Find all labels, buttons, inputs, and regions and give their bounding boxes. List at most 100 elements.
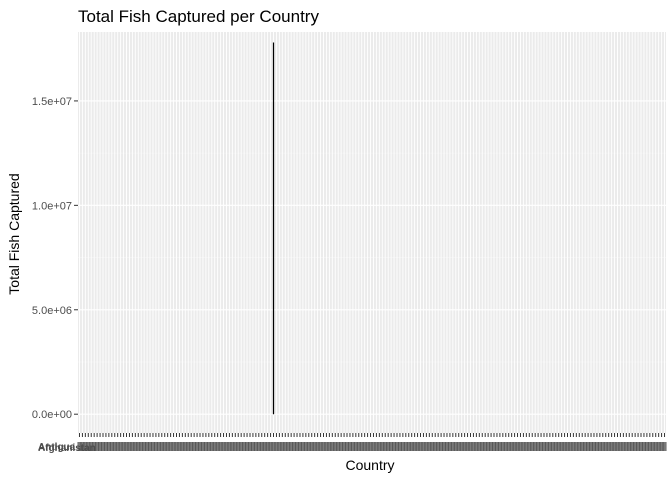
x-tick-label-overlap: [250, 442, 255, 451]
x-tick-label-overlap: [309, 442, 314, 451]
x-tick-label-overlap: [303, 442, 308, 451]
x-tick-label-overlap: [389, 442, 394, 451]
x-tick-label-overlap: [486, 442, 491, 451]
x-tick-label-overlap: [344, 442, 350, 451]
x-tick-label-overlap: [630, 442, 635, 451]
x-tick-label-overlap: [465, 442, 470, 451]
x-tick-label-overlap: [274, 442, 279, 451]
x-tick-label-overlap: [383, 442, 388, 451]
x-tick-label-overlap: [339, 442, 344, 451]
x-tick-label-overlap: [283, 442, 288, 451]
x-tick-label-overlap: [115, 442, 120, 451]
x-tick-label-overlap: [427, 442, 432, 451]
x-tick-label-overlap: [374, 442, 379, 451]
x-tick-label-overlap: [662, 442, 667, 451]
x-tick-label-overlap: [462, 442, 467, 451]
x-tick-label-overlap: [368, 442, 373, 451]
x-tick-label-overlap: [644, 442, 649, 451]
x-tick-label-overlap: [171, 442, 176, 451]
x-tick-label-overlap: [318, 442, 323, 451]
x-tick-label-overlap: [256, 442, 261, 451]
x-tick-label-overlap: [236, 442, 241, 451]
x-tick-label-overlap: [342, 442, 347, 451]
x-tick-label-overlap: [147, 442, 153, 451]
x-tick-label-overlap: [289, 442, 294, 451]
x-tick-label-overlap: [480, 442, 485, 451]
x-tick-label-overlap: [315, 442, 320, 451]
x-tick-label-overlap: [350, 442, 355, 451]
x-tick-label-overlap: [489, 442, 494, 451]
x-tick-label-overlap: [586, 442, 591, 451]
x-tick-label-overlap: [424, 442, 429, 451]
x-tick-label-overlap: [444, 442, 450, 451]
x-tick-label-overlap: [650, 442, 655, 451]
x-tick-label-overlap: [347, 442, 353, 451]
x-tick-label-overlap: [450, 442, 455, 451]
x-tick-label-overlap: [565, 442, 570, 451]
x-tick-label-overlap: [406, 442, 411, 451]
x-tick-label-overlap: [312, 442, 317, 451]
x-tick-label-overlap: [162, 442, 167, 451]
x-tick-label-overlap: [156, 442, 161, 451]
x-tick-label-overlap: [180, 442, 185, 451]
x-tick-label-overlap: [606, 442, 611, 451]
x-tick-label-overlap: [247, 442, 253, 451]
x-tick-label-overlap: [615, 442, 620, 451]
x-tick-label-overlap: [324, 442, 329, 451]
x-tick-label-overlap: [433, 442, 438, 451]
x-tick-label-overlap: [477, 442, 482, 451]
x-tick-label-overlap: [503, 442, 508, 451]
x-tick-label-overlap: [209, 442, 214, 451]
x-tick-label-overlap: [83, 442, 88, 451]
x-tick-label-overlap: [259, 442, 264, 451]
x-tick-label-overlap: [530, 442, 535, 451]
x-tick-label-overlap: [253, 442, 258, 451]
x-tick-label-overlap: [165, 442, 170, 451]
x-tick-label-overlap: [647, 442, 652, 451]
x-tick-label-overlap: [177, 442, 182, 451]
x-tick-label-overlap: [145, 442, 150, 451]
y-axis: 0.0e+00 5.0e+06 1.0e+07 1.5e+07: [32, 96, 78, 421]
x-tick-label-overlap: [397, 442, 402, 451]
x-tick-label-overlap: [221, 442, 226, 451]
x-tick-label-overlap: [556, 442, 561, 451]
x-tick-label-overlap: [321, 442, 326, 451]
x-tick-label-overlap: [206, 442, 211, 451]
x-tick-label-overlap: [609, 442, 614, 451]
x-tick-label-overlap: [415, 442, 420, 451]
x-tick-label-overlap: [242, 442, 247, 451]
x-tick-label-overlap: [95, 442, 100, 451]
minor-gridlines: [78, 152, 666, 363]
x-tick-label-overlap: [633, 442, 638, 451]
x-tick-label-overlap: [124, 442, 129, 451]
x-tick-label-overlap: [436, 442, 441, 451]
x-tick-label-overlap: [441, 442, 447, 451]
x-tick-label-overlap: [203, 442, 208, 451]
x-tick-label-overlap: [365, 442, 370, 451]
x-tick-label-overlap: [624, 442, 629, 451]
x-tick-label-overlap: [168, 442, 173, 451]
x-tick-label-overlap: [121, 442, 126, 451]
x-tick-label-overlap: [192, 442, 197, 451]
x-tick-label-overlap: [89, 442, 94, 451]
x-tick-label-overlap: [653, 442, 658, 451]
x-tick-label-overlap: [136, 442, 141, 451]
x-tick-label-overlap: [474, 442, 479, 451]
x-tick-label-overlap: [638, 442, 644, 451]
x-tick-label-overlap: [200, 442, 206, 451]
x-tick-label-overlap: [380, 442, 385, 451]
x-tick-label-overlap: [212, 442, 217, 451]
x-tick-label: Antigua: [38, 442, 76, 453]
x-tick-label-overlap: [562, 442, 567, 451]
x-tick-label-overlap: [509, 442, 514, 451]
x-tick-label-overlap: [336, 442, 341, 451]
x-tick-label-overlap: [459, 442, 464, 451]
x-tick-label-overlap: [403, 442, 408, 451]
y-tick-label: 1.0e+07: [32, 200, 72, 212]
y-axis-title: Total Fish Captured: [6, 173, 22, 294]
x-tick-label-overlap: [641, 442, 647, 451]
x-tick-label-overlap: [627, 442, 632, 451]
x-tick-label-overlap: [186, 442, 191, 451]
